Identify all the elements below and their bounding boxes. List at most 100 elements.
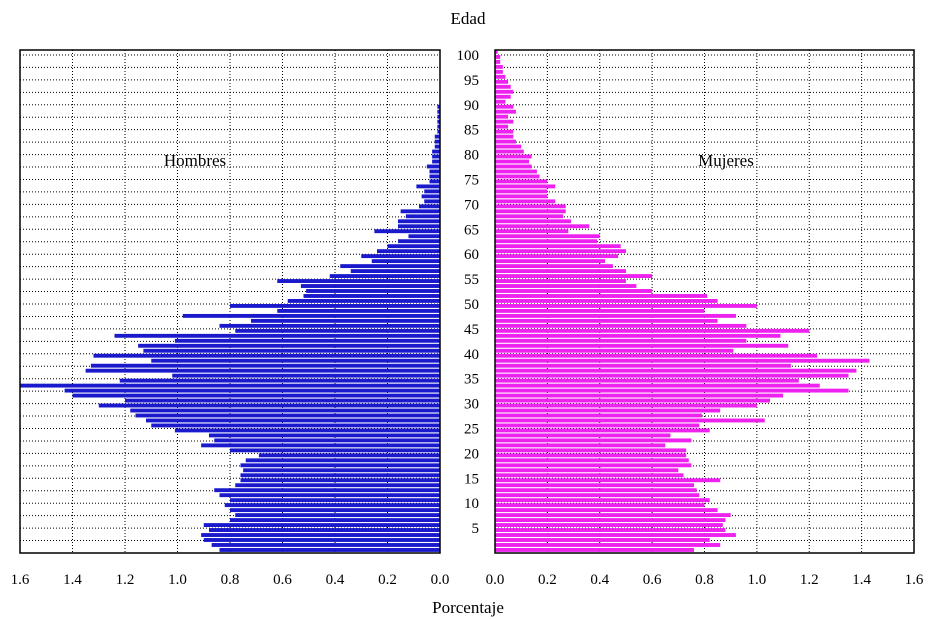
left-plot-frame xyxy=(19,49,441,554)
bar-mujeres-age-62 xyxy=(495,239,598,244)
bar-mujeres-age-100 xyxy=(495,50,498,54)
bar-mujeres-age-7 xyxy=(495,513,731,518)
bar-hombres-age-12 xyxy=(214,488,440,493)
bar-mujeres-age-71 xyxy=(495,194,548,199)
bar-mujeres-age-85 xyxy=(495,124,509,129)
right-bars xyxy=(495,50,870,552)
bar-mujeres-age-12 xyxy=(495,488,697,493)
bar-mujeres-age-98 xyxy=(495,59,501,64)
bar-mujeres-age-81 xyxy=(495,144,522,149)
bar-mujeres-age-34 xyxy=(495,378,799,383)
bar-mujeres-age-50 xyxy=(495,299,718,303)
left-x-tick-label: 0.8 xyxy=(221,572,240,588)
age-tick-label: 90 xyxy=(464,98,479,114)
age-tick-label: 30 xyxy=(464,397,479,413)
bar-hombres-age-30 xyxy=(125,398,440,403)
left-bars xyxy=(20,104,440,552)
bar-hombres-age-54 xyxy=(277,279,440,283)
right-panel-mujeres: 0.0 0.2 0.4 0.6 0.8 1.0 1.2 1.4 1.6 Mujeres xyxy=(486,49,924,588)
bar-mujeres-age-46 xyxy=(495,318,718,323)
bar-mujeres-age-16 xyxy=(495,468,679,473)
right-x-tick-label: 1.0 xyxy=(748,572,767,588)
bar-mujeres-age-31 xyxy=(495,393,784,398)
bar-hombres-age-46 xyxy=(251,318,440,323)
bar-hombres-age-25 xyxy=(151,423,440,428)
bar-hombres-age-63 xyxy=(408,234,440,239)
bar-mujeres-age-0 xyxy=(495,548,695,552)
age-tick-label: 10 xyxy=(464,496,479,512)
bar-hombres-age-21 xyxy=(201,443,440,448)
bar-mujeres-age-56 xyxy=(495,269,626,274)
bar-hombres-age-52 xyxy=(306,289,440,293)
left-x-tick-label: 0.0 xyxy=(431,572,450,588)
bar-mujeres-age-25 xyxy=(495,423,700,428)
bar-hombres-age-32 xyxy=(64,388,440,393)
bar-mujeres-age-49 xyxy=(495,303,757,308)
bar-mujeres-age-1 xyxy=(495,543,721,547)
age-tick-label: 85 xyxy=(464,123,479,139)
bar-mujeres-age-94 xyxy=(495,79,509,84)
bar-mujeres-age-51 xyxy=(495,294,708,298)
bar-hombres-age-24 xyxy=(174,428,440,433)
bar-mujeres-age-15 xyxy=(495,473,684,478)
bar-hombres-age-47 xyxy=(182,313,440,318)
bar-mujeres-age-22 xyxy=(495,438,692,443)
right-x-tick-label: 0.2 xyxy=(538,572,557,588)
bar-hombres-age-8 xyxy=(230,508,440,513)
right-x-tick-label: 1.2 xyxy=(800,572,819,588)
bar-hombres-age-38 xyxy=(151,358,440,363)
bar-hombres-age-82 xyxy=(434,139,440,144)
left-x-tick-label: 1.4 xyxy=(63,572,82,588)
bar-hombres-age-5 xyxy=(203,523,440,528)
bar-hombres-age-88 xyxy=(437,109,440,114)
bar-hombres-age-7 xyxy=(235,513,440,518)
bar-mujeres-age-59 xyxy=(495,254,619,259)
right-x-tick-labels: 0.0 0.2 0.4 0.6 0.8 1.0 1.2 1.4 1.6 xyxy=(486,572,924,588)
bar-hombres-age-61 xyxy=(387,244,440,249)
age-tick-label: 50 xyxy=(464,297,479,313)
age-tick-label: 65 xyxy=(464,222,479,238)
bar-hombres-age-78 xyxy=(432,159,440,164)
bar-hombres-age-29 xyxy=(98,403,440,408)
bar-hombres-age-9 xyxy=(224,503,440,508)
bar-hombres-age-23 xyxy=(209,433,440,438)
bar-hombres-age-0 xyxy=(219,548,440,552)
age-axis-tick-labels: 5 10 15 20 25 30 35 40 45 50 55 60 65 70 75 80 85 90 95 100 xyxy=(457,48,480,537)
bar-mujeres-age-83 xyxy=(495,134,514,139)
bar-hombres-age-81 xyxy=(434,144,440,149)
bar-mujeres-age-32 xyxy=(495,388,849,393)
right-x-tick-label: 1.6 xyxy=(905,572,924,588)
bar-mujeres-age-89 xyxy=(495,104,514,109)
panel-label-mujeres: Mujeres xyxy=(698,151,754,170)
left-x-tick-label: 1.0 xyxy=(168,572,187,588)
bar-hombres-age-28 xyxy=(130,408,440,413)
bar-hombres-age-15 xyxy=(240,473,440,478)
bar-hombres-age-16 xyxy=(243,468,440,473)
bar-mujeres-age-23 xyxy=(495,433,671,438)
age-tick-label: 40 xyxy=(464,347,479,363)
bar-mujeres-age-2 xyxy=(495,538,710,542)
bar-hombres-age-64 xyxy=(374,229,440,234)
bar-mujeres-age-33 xyxy=(495,383,820,388)
bar-hombres-age-2 xyxy=(203,538,440,542)
bar-hombres-age-41 xyxy=(138,343,440,348)
age-tick-label: 95 xyxy=(464,73,479,89)
age-tick-label: 80 xyxy=(464,148,479,164)
bar-mujeres-age-27 xyxy=(495,413,702,418)
bar-mujeres-age-88 xyxy=(495,109,516,114)
bar-mujeres-age-19 xyxy=(495,453,687,458)
bar-hombres-age-14 xyxy=(240,478,440,483)
bar-hombres-age-85 xyxy=(437,124,440,129)
bar-hombres-age-67 xyxy=(405,214,440,219)
bar-hombres-age-56 xyxy=(350,269,440,274)
bar-mujeres-age-93 xyxy=(495,84,511,89)
bar-hombres-age-11 xyxy=(219,493,440,498)
bar-mujeres-age-72 xyxy=(495,189,548,194)
bar-hombres-age-76 xyxy=(429,169,440,174)
bar-mujeres-age-77 xyxy=(495,164,532,169)
bar-mujeres-age-38 xyxy=(495,358,870,363)
bar-hombres-age-34 xyxy=(119,378,440,383)
bar-hombres-age-33 xyxy=(20,383,440,388)
bar-hombres-age-22 xyxy=(214,438,440,443)
bar-mujeres-age-61 xyxy=(495,244,621,249)
